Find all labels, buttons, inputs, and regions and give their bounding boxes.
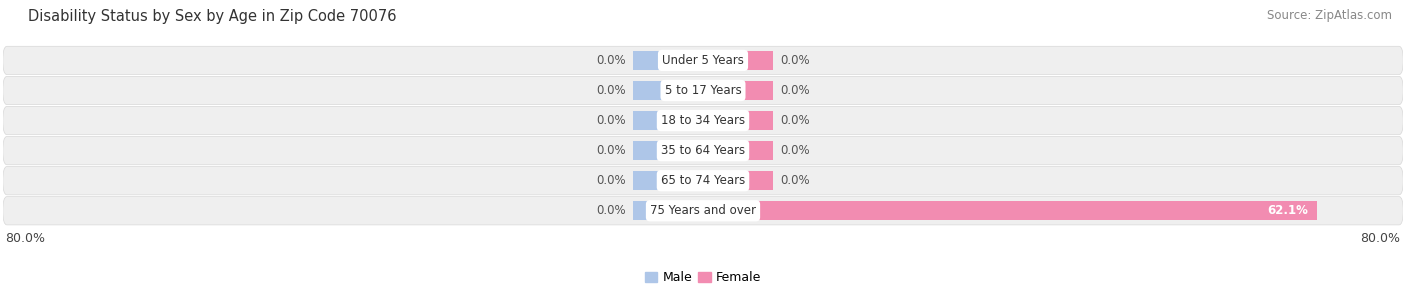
- Text: 65 to 74 Years: 65 to 74 Years: [661, 174, 745, 187]
- Bar: [633, 201, 703, 220]
- Text: 0.0%: 0.0%: [780, 54, 810, 67]
- Bar: [633, 111, 703, 130]
- Bar: [633, 51, 703, 70]
- Legend: Male, Female: Male, Female: [640, 266, 766, 289]
- Text: 0.0%: 0.0%: [780, 84, 810, 97]
- Text: 0.0%: 0.0%: [780, 174, 810, 187]
- FancyBboxPatch shape: [3, 137, 1403, 165]
- Text: Disability Status by Sex by Age in Zip Code 70076: Disability Status by Sex by Age in Zip C…: [28, 9, 396, 24]
- Bar: [703, 51, 773, 70]
- Text: 0.0%: 0.0%: [780, 144, 810, 157]
- Text: 0.0%: 0.0%: [596, 204, 626, 217]
- Text: Under 5 Years: Under 5 Years: [662, 54, 744, 67]
- FancyBboxPatch shape: [3, 46, 1403, 74]
- Text: 0.0%: 0.0%: [780, 114, 810, 127]
- Text: 0.0%: 0.0%: [596, 84, 626, 97]
- Bar: [703, 111, 773, 130]
- Text: 75 Years and over: 75 Years and over: [650, 204, 756, 217]
- Text: Source: ZipAtlas.com: Source: ZipAtlas.com: [1267, 9, 1392, 22]
- Text: 35 to 64 Years: 35 to 64 Years: [661, 144, 745, 157]
- Bar: [633, 171, 703, 190]
- Bar: [633, 81, 703, 100]
- FancyBboxPatch shape: [3, 197, 1403, 225]
- Bar: [703, 171, 773, 190]
- Bar: [633, 141, 703, 160]
- Text: 80.0%: 80.0%: [1361, 232, 1400, 246]
- Text: 18 to 34 Years: 18 to 34 Years: [661, 114, 745, 127]
- Text: 0.0%: 0.0%: [596, 114, 626, 127]
- FancyBboxPatch shape: [3, 106, 1403, 135]
- Text: 5 to 17 Years: 5 to 17 Years: [665, 84, 741, 97]
- Text: 0.0%: 0.0%: [596, 174, 626, 187]
- Bar: [703, 141, 773, 160]
- FancyBboxPatch shape: [3, 76, 1403, 105]
- Text: 0.0%: 0.0%: [596, 54, 626, 67]
- Text: 0.0%: 0.0%: [596, 144, 626, 157]
- Bar: [703, 81, 773, 100]
- Bar: [703, 201, 1316, 220]
- FancyBboxPatch shape: [3, 167, 1403, 195]
- Text: 62.1%: 62.1%: [1267, 204, 1308, 217]
- Text: 80.0%: 80.0%: [6, 232, 45, 246]
